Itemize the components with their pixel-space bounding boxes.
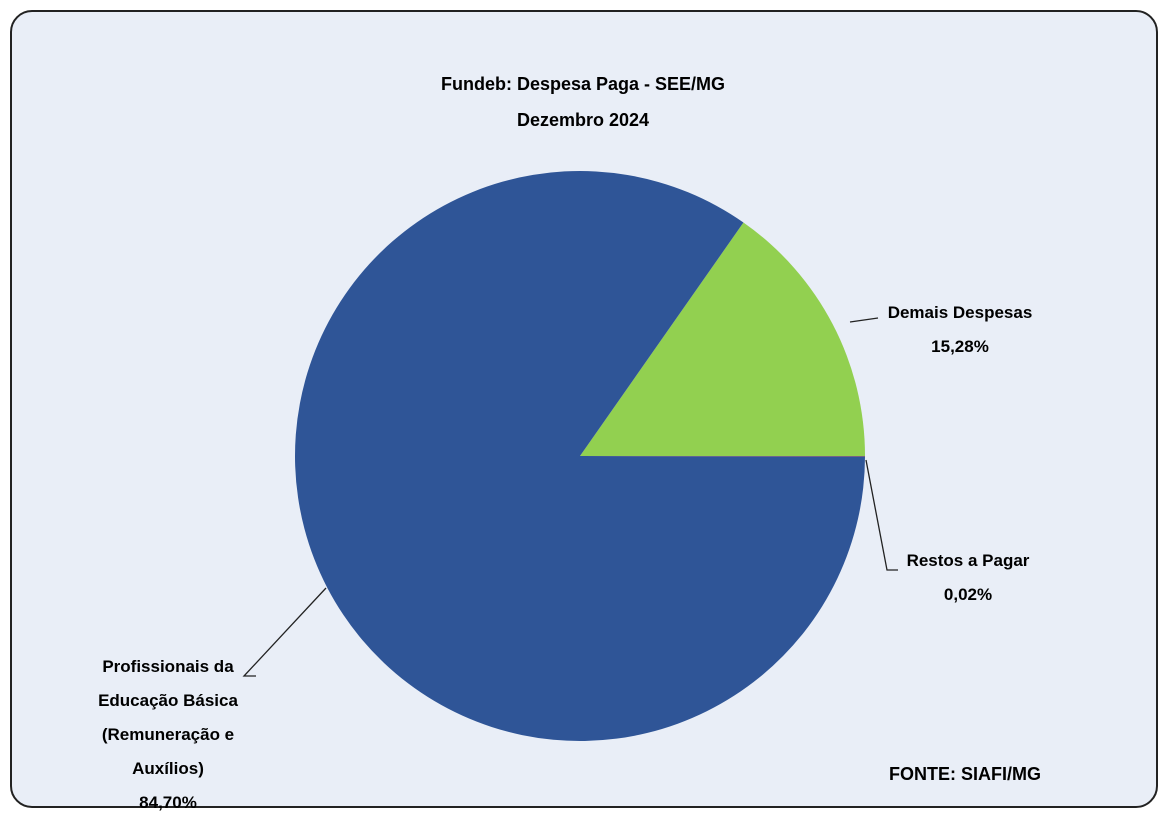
chart-title: Fundeb: Despesa Paga - SEE/MG bbox=[440, 74, 726, 94]
slice-category: Restos a Pagar bbox=[906, 551, 1030, 570]
slice-value-label: 0,02% bbox=[943, 585, 993, 604]
slice-label: Restos a Pagar 0,02% bbox=[880, 544, 1056, 612]
slice-value-label: 84,70% bbox=[139, 793, 197, 812]
slice-label: Demais Despesas 15,28% bbox=[860, 296, 1060, 364]
pie-slice bbox=[580, 222, 865, 456]
chart-subtitle: Dezembro 2024 bbox=[516, 110, 650, 130]
pie-slice bbox=[294, 170, 865, 741]
slice-category: Profissionais da Educação Básica (Remune… bbox=[98, 657, 238, 778]
slice-label: Profissionais da Educação Básica (Remune… bbox=[80, 650, 256, 817]
leader-line bbox=[242, 587, 327, 677]
leader-line bbox=[865, 459, 898, 571]
leader-line bbox=[849, 317, 879, 323]
slice-value-label: 15,28% bbox=[931, 337, 989, 356]
source-note: FONTE: SIAFI/MG bbox=[889, 764, 1041, 784]
slice-category: Demais Despesas bbox=[887, 303, 1033, 322]
